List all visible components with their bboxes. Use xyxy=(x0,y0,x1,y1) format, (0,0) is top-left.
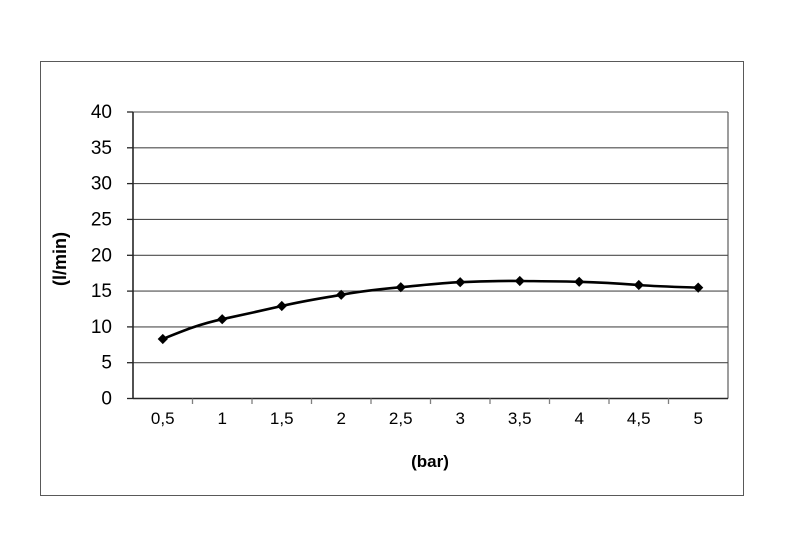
svg-text:3,5: 3,5 xyxy=(508,409,532,428)
svg-text:20: 20 xyxy=(91,245,112,266)
svg-text:(bar): (bar) xyxy=(411,452,449,471)
svg-text:30: 30 xyxy=(91,174,112,195)
svg-text:25: 25 xyxy=(91,209,112,230)
svg-text:1: 1 xyxy=(218,409,227,428)
svg-text:0,5: 0,5 xyxy=(151,409,175,428)
svg-text:35: 35 xyxy=(91,138,112,159)
svg-text:3: 3 xyxy=(456,409,465,428)
svg-text:2,5: 2,5 xyxy=(389,409,413,428)
svg-text:4: 4 xyxy=(575,409,584,428)
svg-text:(l/min): (l/min) xyxy=(50,232,70,286)
svg-text:15: 15 xyxy=(91,281,112,302)
svg-text:0: 0 xyxy=(101,389,112,410)
svg-text:1,5: 1,5 xyxy=(270,409,294,428)
svg-text:10: 10 xyxy=(91,317,112,338)
svg-text:2: 2 xyxy=(337,409,346,428)
svg-text:4,5: 4,5 xyxy=(627,409,651,428)
svg-text:5: 5 xyxy=(101,353,112,374)
svg-text:40: 40 xyxy=(91,102,112,123)
svg-text:5: 5 xyxy=(694,409,703,428)
